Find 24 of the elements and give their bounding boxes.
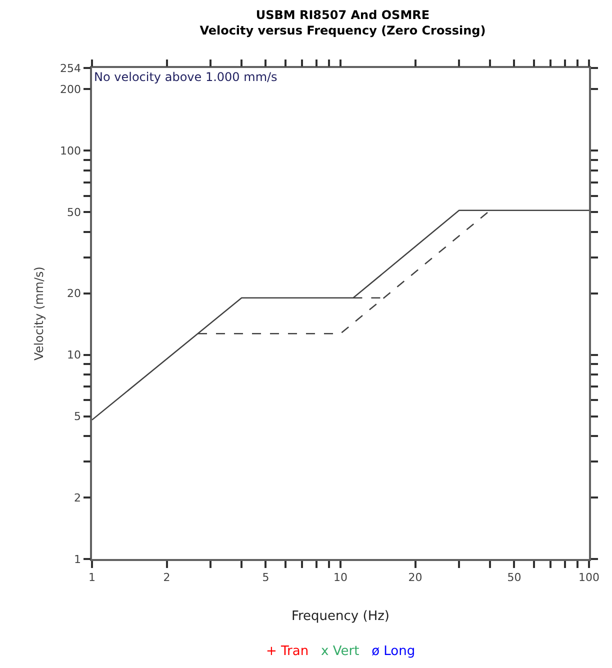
y-tick-label: 2: [74, 491, 82, 504]
x-axis-title: Frequency (Hz): [291, 609, 390, 624]
x-tick-label: 2: [163, 570, 170, 584]
x-tick-label: 10: [334, 570, 348, 584]
y-tick-label: 20: [67, 287, 82, 300]
y-tick-label: 5: [74, 410, 82, 424]
chart-subtitle: Velocity versus Frequency (Zero Crossing): [200, 24, 486, 38]
y-tick-label: 200: [60, 83, 82, 96]
y-axis-title: Velocity (mm/s): [32, 266, 46, 360]
x-tick-label: 1: [88, 570, 96, 584]
legend-label: ø Long: [372, 644, 416, 659]
x-tick-label: 50: [507, 570, 522, 584]
x-tick-label: 100: [578, 570, 600, 584]
x-tick-label: 5: [262, 570, 270, 584]
legend-label: + Tran: [266, 644, 309, 659]
y-tick-label: 254: [60, 62, 82, 75]
y-tick-label: 1: [74, 552, 82, 566]
chart-title: USBM RI8507 And OSMRE: [256, 8, 430, 22]
y-tick-label: 50: [67, 206, 82, 219]
y-tick-label: 100: [60, 144, 82, 158]
x-tick-label: 20: [408, 570, 422, 584]
y-tick-label: 10: [67, 348, 82, 362]
annotation: No velocity above 1.000 mm/s: [94, 70, 278, 84]
legend-label: x Vert: [321, 644, 360, 659]
